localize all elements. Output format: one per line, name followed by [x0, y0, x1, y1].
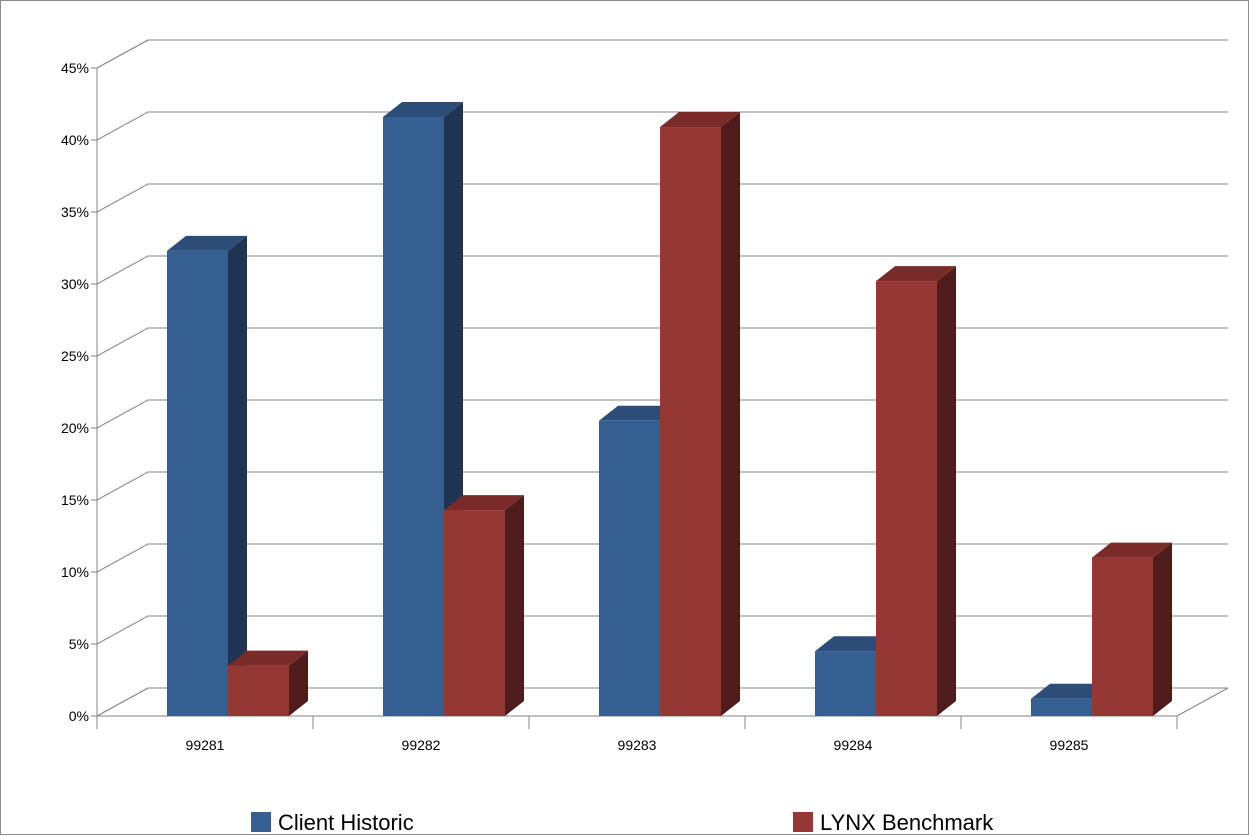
bar: [599, 420, 660, 716]
bar-top: [444, 495, 524, 511]
gridline: [96, 183, 1228, 213]
bar-top: [383, 101, 463, 117]
bar-top: [1092, 542, 1172, 558]
bar: [1031, 698, 1092, 716]
bar-lynx-benchmark-99284: [876, 266, 956, 716]
bar-top: [599, 405, 679, 421]
legend-label: Client Historic: [278, 810, 414, 835]
y-tick-label: 40%: [61, 132, 89, 148]
x-axis: 99281 99282 99283 99284 99285: [96, 715, 1178, 753]
side-wall-edge: [96, 39, 149, 716]
x-tick-label: 99282: [402, 737, 441, 753]
bar-side: [228, 235, 247, 716]
bar: [444, 510, 505, 716]
bar-top: [1031, 683, 1111, 699]
y-tick-label: 45%: [61, 60, 89, 76]
bar-lynx-benchmark-99281: [228, 650, 308, 716]
gridline: [96, 615, 1228, 645]
y-tick-label: 25%: [61, 348, 89, 364]
bar-client-historic-99281: [167, 235, 247, 716]
gridline: [96, 327, 1228, 357]
y-tick-label: 0%: [69, 708, 89, 724]
bar: [167, 250, 228, 716]
gridline: [96, 111, 1228, 141]
bar-top: [876, 266, 956, 282]
legend: Client Historic LYNX Benchmark: [251, 810, 994, 835]
y-tick-label: 10%: [61, 564, 89, 580]
bar: [1092, 557, 1153, 716]
legend-item: Client Historic: [251, 810, 414, 835]
bar: [383, 116, 444, 716]
bar-lynx-benchmark-99282: [444, 495, 524, 716]
legend-item: LYNX Benchmark: [793, 810, 994, 835]
y-tick-label: 35%: [61, 204, 89, 220]
bar: [660, 127, 721, 717]
bar-lynx-benchmark-99283: [660, 112, 740, 717]
bar-top: [228, 650, 308, 666]
bar-side: [289, 650, 308, 716]
y-tick-label: 15%: [61, 492, 89, 508]
gridline: [96, 39, 1228, 69]
gridline: [96, 543, 1228, 573]
bar-side: [1153, 542, 1172, 716]
bar-top: [167, 235, 247, 251]
bar: [815, 651, 876, 716]
bar-side: [505, 495, 524, 716]
gridlines: [96, 39, 1228, 717]
bar-side: [721, 112, 740, 717]
bar: [876, 281, 937, 716]
bar-side: [937, 266, 956, 716]
y-tick-label: 20%: [61, 420, 89, 436]
bar-top: [660, 112, 740, 128]
bar-lynx-benchmark-99285: [1092, 542, 1172, 716]
y-tick-label: 5%: [69, 636, 89, 652]
bar-top: [815, 636, 895, 652]
x-tick-label: 99284: [834, 737, 873, 753]
gridline: [96, 255, 1228, 285]
legend-swatch: [251, 812, 271, 832]
bar: [228, 665, 289, 716]
legend-swatch: [793, 812, 813, 832]
y-axis-ticks: 0% 5% 10% 15% 20% 25% 30% 35% 40% 45%: [61, 60, 97, 724]
x-tick-label: 99281: [186, 737, 225, 753]
gridline: [96, 399, 1228, 429]
gridline: [96, 471, 1228, 501]
legend-label: LYNX Benchmark: [820, 810, 994, 835]
bar-client-historic-99282: [383, 101, 463, 716]
bars: [167, 101, 1172, 717]
x-tick-label: 99283: [618, 737, 657, 753]
x-tick-label: 99285: [1050, 737, 1089, 753]
y-tick-label: 30%: [61, 276, 89, 292]
